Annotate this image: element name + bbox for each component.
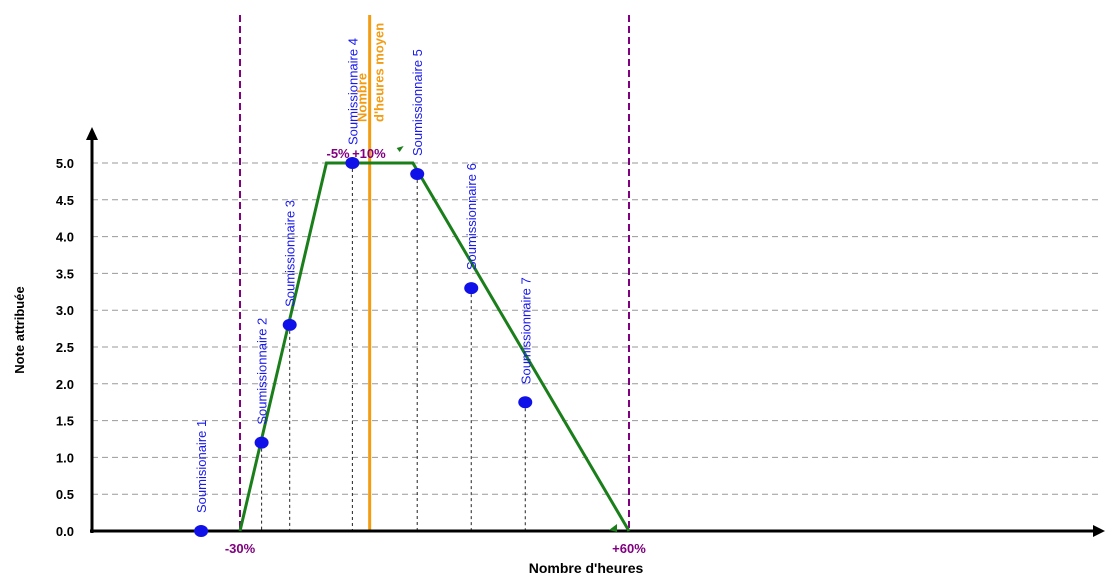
- limit-label: -30%: [225, 541, 256, 556]
- y-tick-label: 2.0: [56, 377, 74, 392]
- breakpoint-label: +10%: [352, 146, 386, 161]
- annotations: -30% +60%Nombre d'heures moyen-5% +10%Soumi…: [194, 23, 646, 556]
- y-tick-label: 3.5: [56, 266, 74, 281]
- axes: [86, 127, 1105, 537]
- average-hours-label: Nombre: [355, 73, 370, 122]
- y-axis-label: Note attribuée: [12, 286, 27, 373]
- bidder-label: Soumissionnaire 5: [410, 49, 425, 156]
- y-tick-label: 1.5: [56, 414, 74, 429]
- bidder-point: [464, 282, 479, 295]
- y-tick-label: 0.5: [56, 487, 74, 502]
- bidder-point: [282, 318, 297, 331]
- y-tick-labels: 0.0 0.5 1.0 1.5 2.0 2.5 3.0 3.5 4.0 4.5 5.0: [56, 156, 74, 539]
- bidder-point: [254, 436, 269, 449]
- x-axis-arrow: [1093, 525, 1105, 537]
- y-tick-label: 4.5: [56, 193, 74, 208]
- y-tick-label: 1.0: [56, 450, 74, 465]
- segment-marker: [396, 146, 404, 152]
- bidder-label: Soumissionnaire 7: [518, 277, 533, 384]
- limit-label: +60%: [612, 541, 646, 556]
- y-tick-label: 3.0: [56, 303, 74, 318]
- y-tick-label: 0.0: [56, 524, 74, 539]
- bidder-label: Soumissionnaire 2: [255, 318, 270, 425]
- bidder-label: Soumissionnaire 3: [283, 200, 298, 307]
- bidder-label: Soumisionaire 1: [194, 420, 209, 513]
- y-tick-label: 4.0: [56, 230, 74, 245]
- y-axis-arrow: [86, 127, 98, 140]
- bidder-label: Soumissionnaire 4: [345, 38, 360, 145]
- breakpoint-label: -5%: [326, 146, 350, 161]
- bidder-point: [518, 396, 533, 409]
- bidder-label: Soumissionnaire 6: [464, 163, 479, 270]
- bidder-points: [194, 157, 533, 537]
- bidder-point: [345, 157, 360, 169]
- score-curve: [238, 146, 631, 532]
- bidder-point: [194, 525, 209, 537]
- point-drop-lines: [261, 163, 526, 531]
- bidder-point: [410, 168, 425, 181]
- grid-lines: [92, 162, 1100, 495]
- reference-lines: [239, 15, 630, 531]
- y-tick-label: 2.5: [56, 340, 74, 355]
- average-hours-label: d'heures moyen: [372, 23, 387, 122]
- y-tick-label: 5.0: [56, 156, 74, 171]
- x-axis-label: Nombre d'heures: [529, 560, 644, 576]
- segment-marker: [608, 524, 617, 532]
